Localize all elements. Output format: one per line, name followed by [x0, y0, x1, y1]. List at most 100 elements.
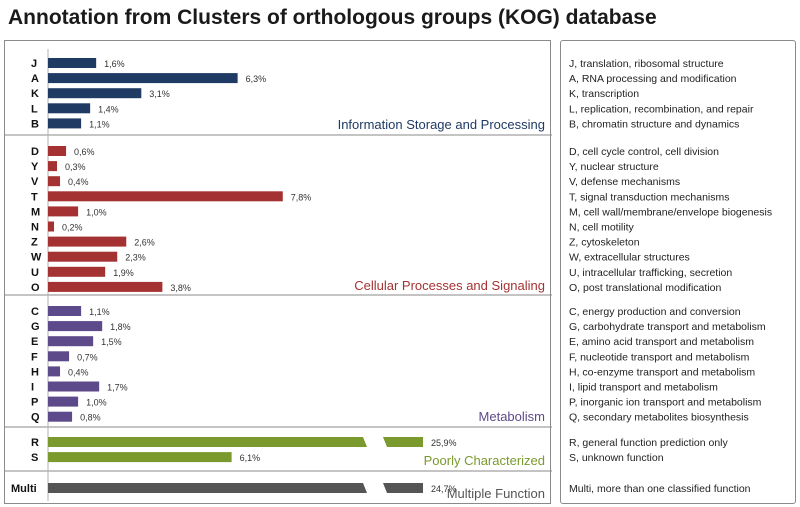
legend-entry-h: H, co-enzyme transport and metabolism: [569, 366, 755, 378]
category-code-l: L: [31, 103, 38, 115]
category-code-p: P: [31, 397, 38, 409]
legend-entry-y: Y, nuclear structure: [569, 161, 659, 173]
category-code-c: C: [31, 306, 39, 318]
group-label: Poorly Characterized: [424, 453, 545, 468]
bar-g: [48, 321, 103, 332]
page-title: Annotation from Clusters of orthologous …: [8, 6, 657, 29]
legend-entry-g: G, carbohydrate transport and metabolism: [569, 321, 766, 333]
bar-a: [48, 73, 238, 84]
legend-entry-w: W, extracellular structures: [569, 252, 690, 264]
bar-w: [48, 251, 118, 262]
legend-entry-d: D, cell cycle control, cell division: [569, 146, 719, 158]
bar-multi-segment-2: [383, 483, 423, 493]
legend-entry-v: V, defense mechanisms: [569, 176, 680, 188]
value-label-y: 0,3%: [65, 162, 86, 172]
legend-entry-e: E, amino acid transport and metabolism: [569, 336, 754, 348]
category-legend: J, translation, ribosomal structure A, RN…: [569, 58, 772, 495]
value-label-n: 0,2%: [62, 223, 83, 233]
bar-h: [48, 366, 61, 377]
bar-k: [48, 88, 142, 99]
value-label-b: 1,1%: [89, 119, 110, 129]
bar-v: [48, 176, 61, 187]
category-code-u: U: [31, 267, 39, 279]
value-label-k: 3,1%: [149, 89, 170, 99]
value-label-m: 1,0%: [86, 207, 107, 217]
bar-j: [48, 58, 97, 68]
value-label-i: 1,7%: [107, 383, 128, 393]
value-label-g: 1,8%: [110, 322, 131, 332]
value-label-f: 0,7%: [77, 352, 98, 362]
value-label-l: 1,4%: [98, 104, 119, 114]
category-code-g: G: [31, 321, 40, 333]
bar-m: [48, 206, 79, 217]
category-code-b: B: [31, 118, 39, 130]
legend-entry-p: P, inorganic ion transport and metabolis…: [569, 397, 762, 409]
value-label-v: 0,4%: [68, 177, 89, 187]
bar-i: [48, 381, 100, 392]
legend-entry-i: I, lipid transport and metabolism: [569, 382, 718, 394]
category-code-h: H: [31, 366, 39, 378]
group-label: Multiple Function: [447, 486, 545, 501]
value-label-h: 0,4%: [68, 367, 89, 377]
legend-entry-o: O, post translational modification: [569, 282, 721, 294]
bar-p: [48, 396, 79, 407]
category-code-m: M: [31, 206, 40, 218]
category-code-multi: Multi: [11, 483, 37, 495]
value-label-d: 0,6%: [74, 147, 95, 157]
legend-entry-b: B, chromatin structure and dynamics: [569, 118, 739, 130]
category-code-n: N: [31, 222, 39, 234]
bar-u: [48, 266, 106, 277]
legend-entry-k: K, transcription: [569, 88, 639, 100]
bar-l: [48, 103, 91, 114]
value-label-j: 1,6%: [104, 59, 125, 69]
group-label: Cellular Processes and Signaling: [354, 278, 545, 293]
bar-b: [48, 118, 82, 129]
chart-panel: J 1,6% A 6,3% K 3,1% L 1,4% B 1,1% Information Sto…: [4, 40, 552, 504]
category-code-j: J: [31, 58, 37, 70]
category-code-w: W: [31, 252, 42, 264]
bar-r-segment-2: [383, 437, 423, 447]
bar-t: [48, 191, 283, 202]
legend-entry-s: S, unknown function: [569, 452, 664, 464]
legend-entry-u: U, intracellular trafficking, secretion: [569, 267, 732, 279]
value-label-c: 1,1%: [89, 307, 110, 317]
bar-y: [48, 161, 58, 172]
legend-entry-f: F, nucleotide transport and metabolism: [569, 351, 750, 363]
category-code-s: S: [31, 452, 38, 464]
legend-entry-m: M, cell wall/membrane/envelope biogenesi…: [569, 206, 772, 218]
bar-r-segment-1: [48, 437, 367, 447]
value-label-t: 7,8%: [291, 192, 312, 202]
category-code-k: K: [31, 88, 39, 100]
bar-f: [48, 351, 70, 362]
value-label-q: 0,8%: [80, 413, 101, 423]
category-code-i: I: [31, 382, 34, 394]
bar-o: [48, 281, 163, 292]
legend-entry-r: R, general function prediction only: [569, 437, 729, 449]
value-label-u: 1,9%: [113, 268, 134, 278]
category-code-q: Q: [31, 412, 40, 424]
value-label-z: 2,6%: [134, 238, 155, 248]
category-code-z: Z: [31, 237, 38, 249]
value-label-a: 6,3%: [246, 74, 267, 84]
bar-e: [48, 336, 94, 347]
legend-entry-c: C, energy production and conversion: [569, 306, 741, 318]
value-label-r: 25,9%: [431, 438, 457, 448]
value-label-p: 1,0%: [86, 398, 107, 408]
category-code-f: F: [31, 351, 38, 363]
category-code-d: D: [31, 146, 39, 158]
category-code-r: R: [31, 437, 39, 449]
legend-entry-j: J, translation, ribosomal structure: [569, 58, 724, 70]
category-code-o: O: [31, 282, 40, 294]
bar-c: [48, 306, 82, 316]
value-label-s: 6,1%: [240, 453, 261, 463]
kog-bar-chart: J 1,6% A 6,3% K 3,1% L 1,4% B 1,1% Information Sto…: [5, 49, 552, 501]
legend-entry-q: Q, secondary metabolites biosynthesis: [569, 412, 749, 424]
legend-entry-l: L, replication, recombination, and repai…: [569, 103, 754, 115]
bar-z: [48, 236, 127, 247]
bar-d: [48, 146, 67, 156]
value-label-e: 1,5%: [101, 337, 122, 347]
bar-n: [48, 221, 55, 232]
bar-q: [48, 411, 73, 422]
legend-entry-z: Z, cytoskeleton: [569, 237, 640, 249]
category-code-e: E: [31, 336, 38, 348]
